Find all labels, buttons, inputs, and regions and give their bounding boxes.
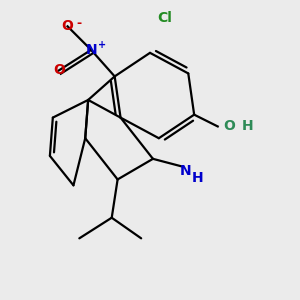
Text: H: H (191, 171, 203, 185)
Text: N: N (85, 43, 97, 57)
Text: O: O (61, 19, 74, 33)
Text: Cl: Cl (157, 11, 172, 25)
Text: N: N (179, 164, 191, 178)
Text: O: O (53, 64, 65, 77)
Text: H: H (242, 119, 254, 134)
Text: O: O (224, 119, 236, 134)
Text: +: + (98, 40, 106, 50)
Text: -: - (76, 17, 81, 30)
